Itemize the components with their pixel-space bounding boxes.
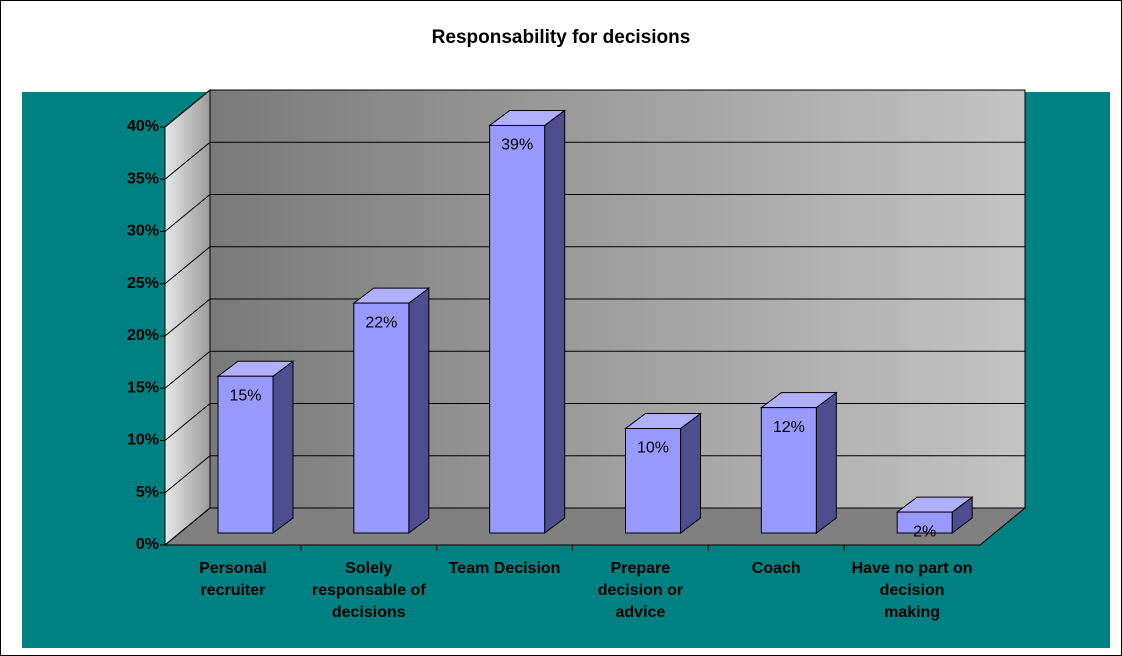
y-tick-label: 25% — [127, 275, 159, 292]
bar — [353, 302, 410, 534]
grid-line — [164, 455, 1025, 494]
grid-line — [164, 403, 1025, 441]
bar-side — [272, 360, 294, 534]
bar — [760, 407, 817, 534]
grid-line — [164, 298, 1025, 337]
y-tick-label: 35% — [127, 170, 159, 187]
value-label: 15% — [229, 387, 261, 404]
value-label: 22% — [365, 314, 397, 331]
value-label: 10% — [637, 440, 669, 457]
y-tick-label: 20% — [127, 327, 159, 344]
x-tick-label: Team Decision — [448, 560, 561, 577]
bar — [896, 511, 953, 534]
bar — [489, 124, 546, 534]
grid-line — [164, 350, 1025, 389]
x-tick-label: Have no part on decision making — [851, 560, 973, 621]
y-tick-label: 40% — [127, 118, 159, 135]
y-tick-label: 30% — [127, 223, 159, 240]
grid-line — [164, 141, 1025, 180]
x-tick-label: Solely responsable of decisions — [311, 560, 426, 621]
grid-line — [164, 194, 1025, 232]
x-tick-label: Personal recruiter — [199, 560, 267, 599]
chart-title: Responsability for decisions — [432, 27, 691, 48]
value-label: 2% — [913, 523, 936, 540]
y-tick-label: 0% — [136, 536, 159, 553]
y-tick-label: 15% — [127, 379, 159, 396]
bar-side — [544, 109, 566, 534]
bar-side — [408, 287, 430, 534]
value-label: 39% — [501, 137, 533, 154]
grid-line — [164, 246, 1025, 285]
x-tick-label: Prepare decision or advice — [597, 560, 684, 621]
bar — [217, 375, 274, 534]
x-tick-label: Coach — [751, 560, 801, 577]
y-tick-label: 10% — [127, 432, 159, 449]
y-tick-label: 5% — [136, 484, 159, 501]
grid-line — [164, 507, 1025, 546]
bar — [625, 428, 681, 534]
bar-side — [815, 391, 837, 534]
bar-side — [680, 412, 701, 534]
value-label: 12% — [773, 419, 805, 436]
grid-line — [164, 89, 1025, 128]
floor — [163, 507, 1027, 546]
